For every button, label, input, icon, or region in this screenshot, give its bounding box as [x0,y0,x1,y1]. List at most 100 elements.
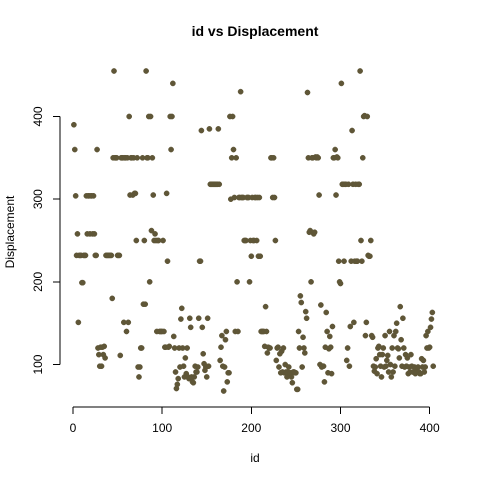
data-point [172,369,179,375]
data-point [272,237,279,244]
data-point [71,146,78,153]
x-tick-label: 200 [241,421,261,435]
data-point [420,357,427,364]
data-points [71,68,437,394]
data-point [174,381,181,388]
data-point [318,302,324,308]
data-point [262,303,269,310]
data-point [392,328,399,335]
x-tick-label: 300 [330,421,350,435]
data-point [149,154,156,161]
data-point [138,345,145,351]
data-point [404,355,411,361]
data-point [367,253,373,260]
data-point [428,316,435,322]
data-point [400,345,407,351]
data-point [430,363,437,370]
x-tick-label: 0 [70,421,77,435]
data-point [178,316,184,322]
data-point [123,328,130,335]
data-point [206,126,213,132]
data-point [169,113,175,120]
data-point [264,350,271,356]
data-point [351,319,357,326]
data-point [134,154,141,161]
data-point [293,369,299,376]
data-point [94,146,100,153]
data-point [204,315,211,322]
y-axis-title: Displacement [3,195,17,268]
data-point [384,352,391,359]
data-point [229,113,236,120]
data-point [90,193,97,199]
data-point [93,252,100,259]
data-point [329,323,336,330]
data-point [332,146,338,153]
data-point [299,364,305,370]
y-tick-label: 400 [31,106,45,126]
data-point [224,379,231,385]
data-point [389,345,396,351]
data-point [426,344,433,351]
data-point [164,258,171,265]
data-point [384,357,390,364]
data-point [132,190,139,197]
data-point [333,192,339,198]
data-point [187,324,194,331]
chart-title: id vs Displacement [192,23,319,39]
data-point [289,379,296,386]
data-point [270,154,277,161]
data-point [276,364,282,370]
data-point [166,343,173,350]
data-point [175,375,182,382]
data-point [321,379,328,385]
data-point [199,324,206,331]
data-point [198,127,205,134]
data-point [427,324,434,331]
data-point [194,369,200,375]
data-point [222,336,229,343]
data-point [230,146,237,153]
data-point [300,334,306,341]
data-point [170,80,176,87]
data-point [184,345,190,351]
data-point [395,345,402,352]
data-point [344,345,351,351]
data-point [163,190,170,197]
data-point [359,154,366,161]
data-point [195,315,202,322]
data-point [101,343,108,350]
data-point [422,364,429,370]
data-point [200,350,207,357]
data-point [374,370,380,377]
data-point [152,231,158,237]
data-point [294,386,301,393]
x-tick-label: 400 [420,421,440,435]
data-point [221,364,228,370]
data-point [91,231,98,237]
data-point [343,357,350,364]
data-point [275,344,281,351]
data-point [362,332,369,339]
data-point [248,253,255,260]
data-point [102,355,108,361]
data-point [178,305,185,312]
data-point [246,279,253,285]
data-point [301,345,307,351]
data-point [382,332,388,339]
data-point [408,351,414,358]
data-point [421,369,428,375]
data-point [346,363,353,370]
data-point [315,154,322,161]
data-point [256,194,263,201]
data-point [194,364,201,370]
data-point [71,121,77,128]
data-point [125,319,132,326]
data-point [379,351,386,358]
data-point [297,293,304,299]
data-point [271,194,278,201]
data-point [137,364,143,370]
data-point [180,363,187,370]
